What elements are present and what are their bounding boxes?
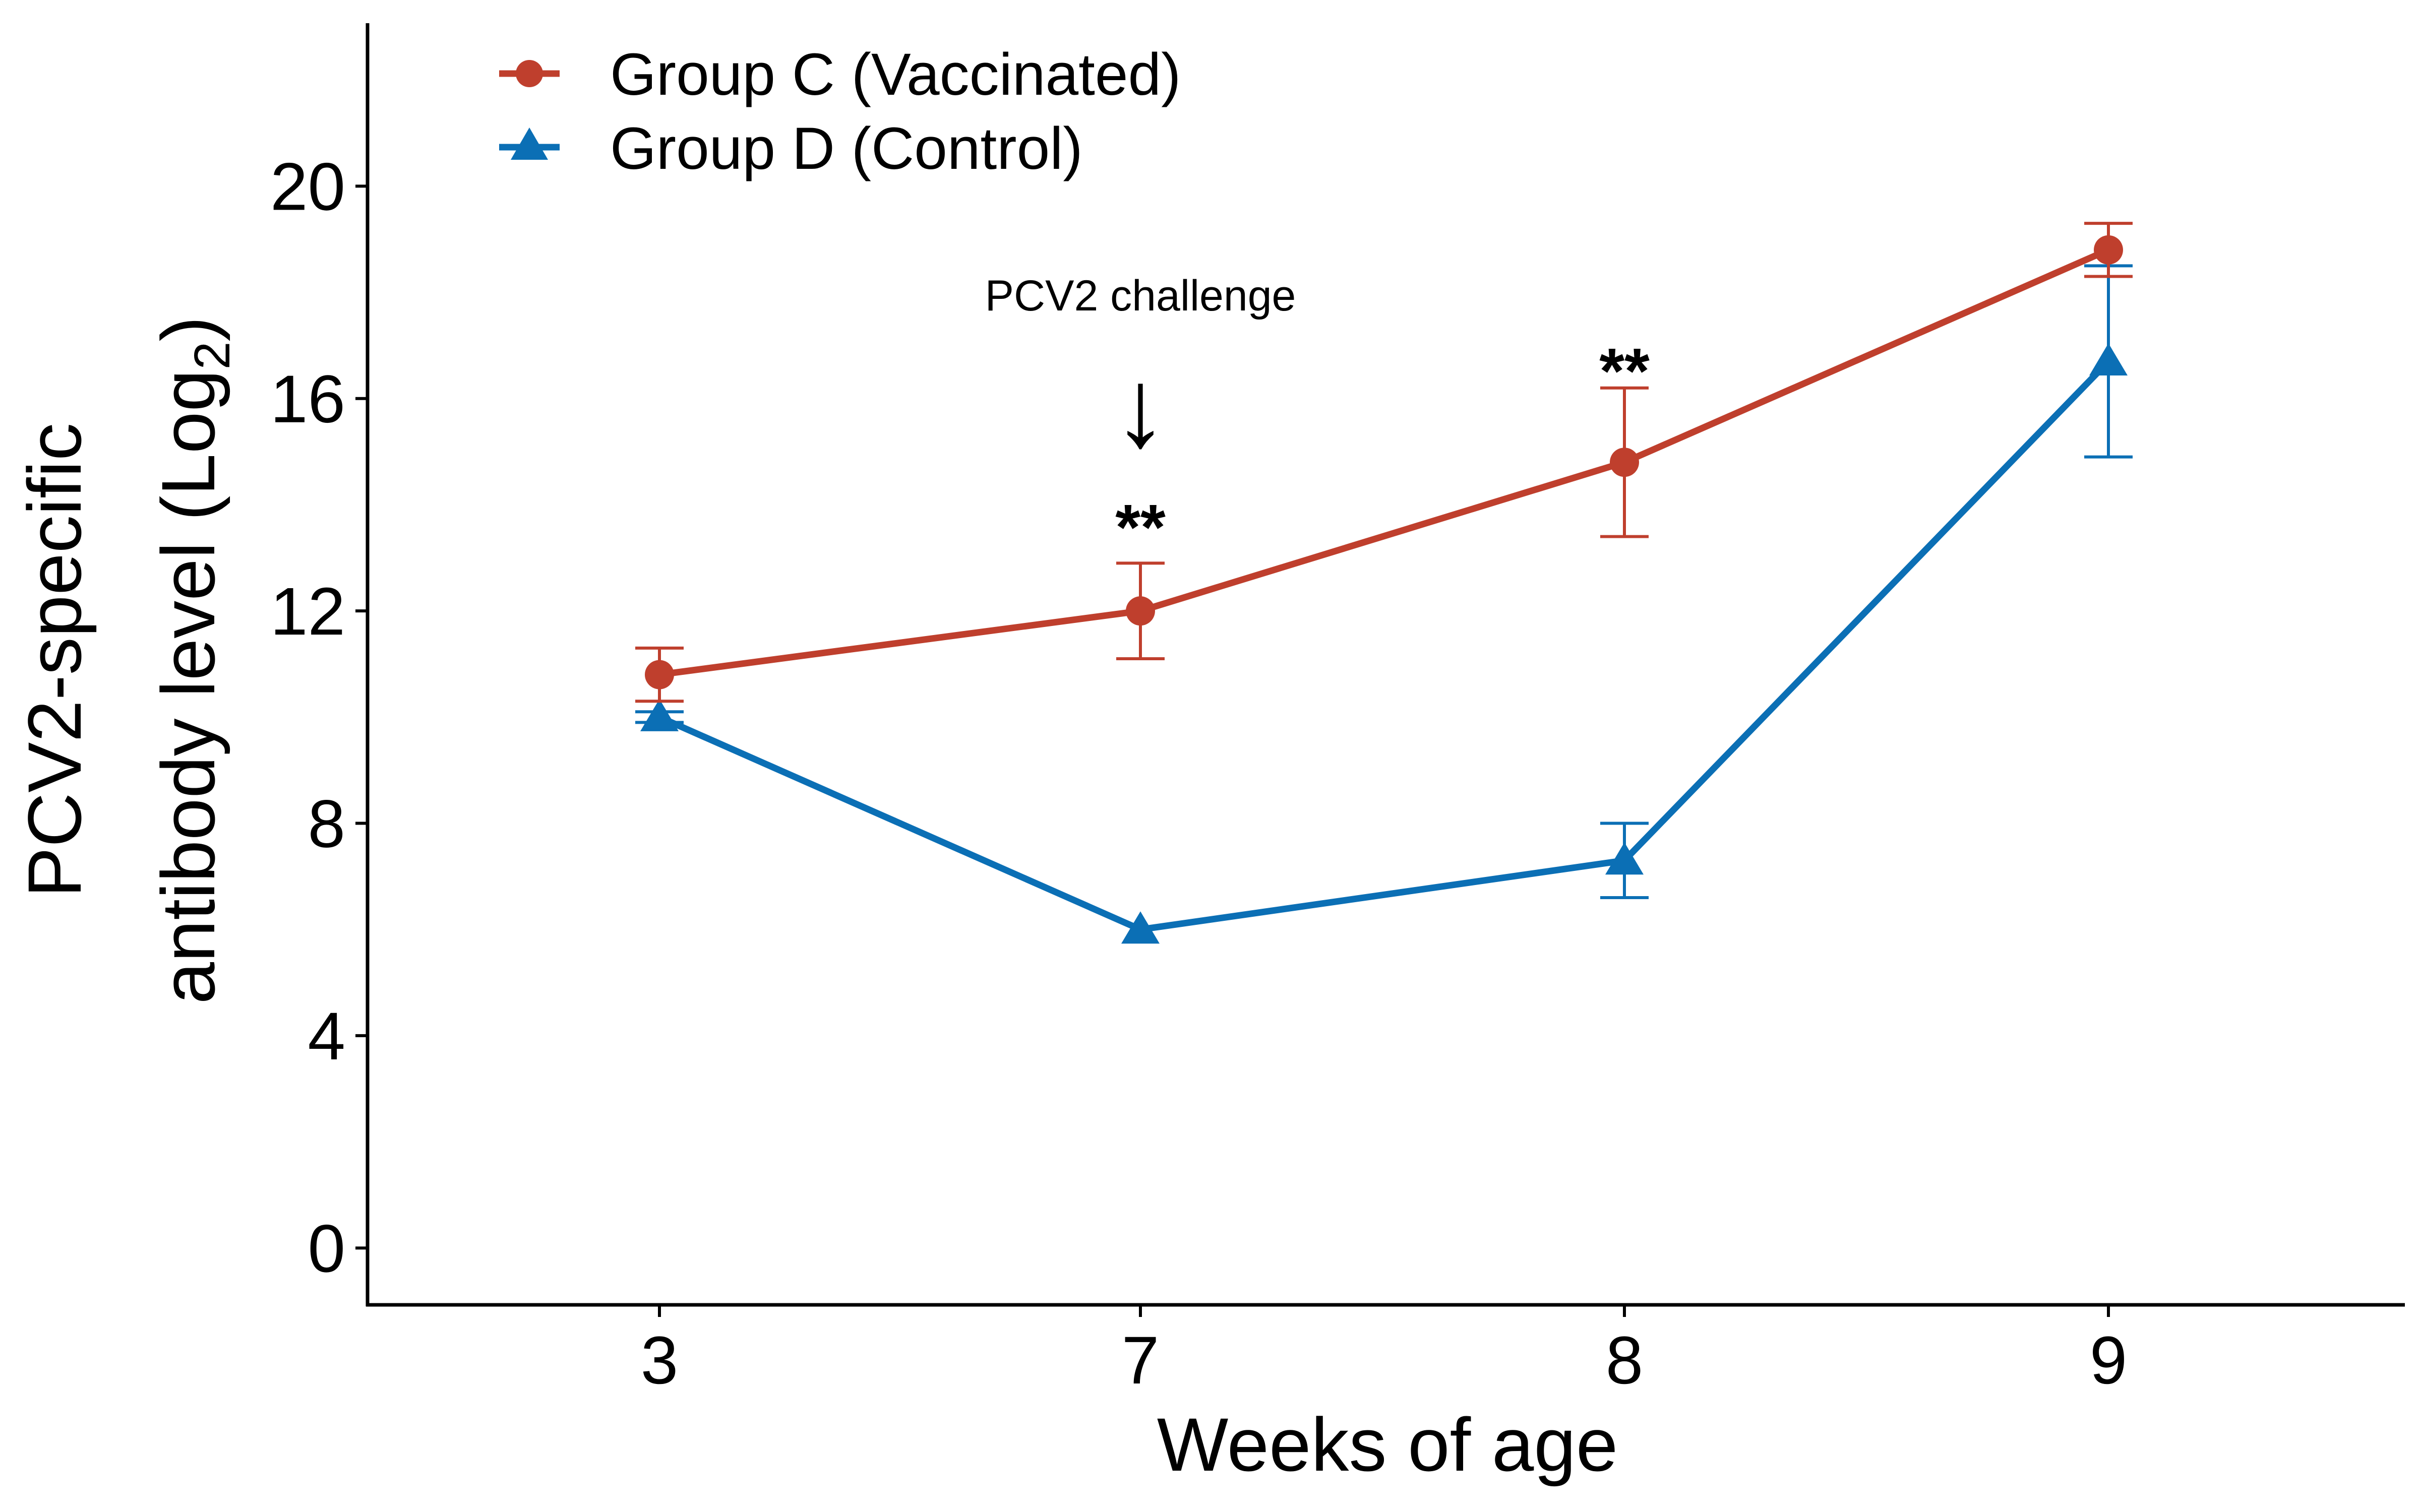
x-axis-title: Weeks of age xyxy=(1157,1402,1618,1487)
y-axis-title-subscript: 2 xyxy=(184,342,240,370)
legend-label-group-c: Group C (Vaccinated) xyxy=(610,41,1181,108)
series-line xyxy=(659,246,2110,678)
data-point-circle xyxy=(1610,448,1639,477)
data-point-triangle xyxy=(2089,343,2128,376)
legend-label-group-d: Group D (Control) xyxy=(610,115,1083,182)
legend-item-group-c: Group C (Vaccinated) xyxy=(499,41,1181,108)
series-group-c xyxy=(635,222,2133,703)
significance-week8: ** xyxy=(1599,335,1650,407)
y-ticks: 0 4 8 12 16 20 xyxy=(270,149,368,1286)
series-group-d xyxy=(635,264,2133,944)
x-ticks: 3 7 8 9 xyxy=(641,1305,2128,1398)
legend-marker-circle-icon xyxy=(516,60,543,87)
y-tick-label: 12 xyxy=(270,574,345,649)
y-axis-title-line1: PCV2-specific xyxy=(12,423,97,898)
axes xyxy=(366,23,2405,1307)
y-axis-title-paren-open: ( xyxy=(146,495,230,521)
data-point-circle xyxy=(645,660,674,689)
data-point-triangle xyxy=(1121,911,1160,944)
series-line xyxy=(658,359,2111,933)
data-point-triangle xyxy=(1605,842,1644,875)
data-point-circle xyxy=(2094,235,2123,265)
series-layer xyxy=(635,222,2133,944)
y-tick-label: 0 xyxy=(308,1211,345,1286)
y-axis-title-space xyxy=(146,521,230,542)
legend-marker-triangle-icon xyxy=(511,128,548,160)
y-tick-label: 4 xyxy=(308,999,345,1074)
data-point-circle xyxy=(1126,596,1155,626)
y-axis-title-log: Log xyxy=(146,369,230,495)
x-tick-label: 8 xyxy=(1606,1323,1644,1398)
y-tick-label: 20 xyxy=(270,149,345,224)
significance-week7: ** xyxy=(1115,491,1166,563)
challenge-arrow-icon: ↓ xyxy=(1113,346,1168,470)
y-axis-title-paren-close: ) xyxy=(146,317,230,342)
legend: Group C (Vaccinated) Group D (Control) xyxy=(499,41,1181,182)
y-axis-title-line2: antibody level (Log2) xyxy=(146,317,240,1004)
legend-item-group-d: Group D (Control) xyxy=(499,115,1083,182)
y-axis-title-line2-text: antibody level (Log2) xyxy=(146,317,240,1004)
y-axis-title-main: antibody level xyxy=(146,542,230,1004)
y-axis-title: PCV2-specific xyxy=(12,423,97,898)
y-tick-label: 16 xyxy=(270,362,345,437)
x-tick-label: 9 xyxy=(2090,1323,2128,1398)
data-point-triangle xyxy=(640,699,679,731)
challenge-annotation: PCV2 challenge xyxy=(985,272,1296,320)
x-tick-label: 7 xyxy=(1122,1323,1160,1398)
x-tick-label: 3 xyxy=(641,1323,679,1398)
y-tick-label: 8 xyxy=(308,787,345,862)
